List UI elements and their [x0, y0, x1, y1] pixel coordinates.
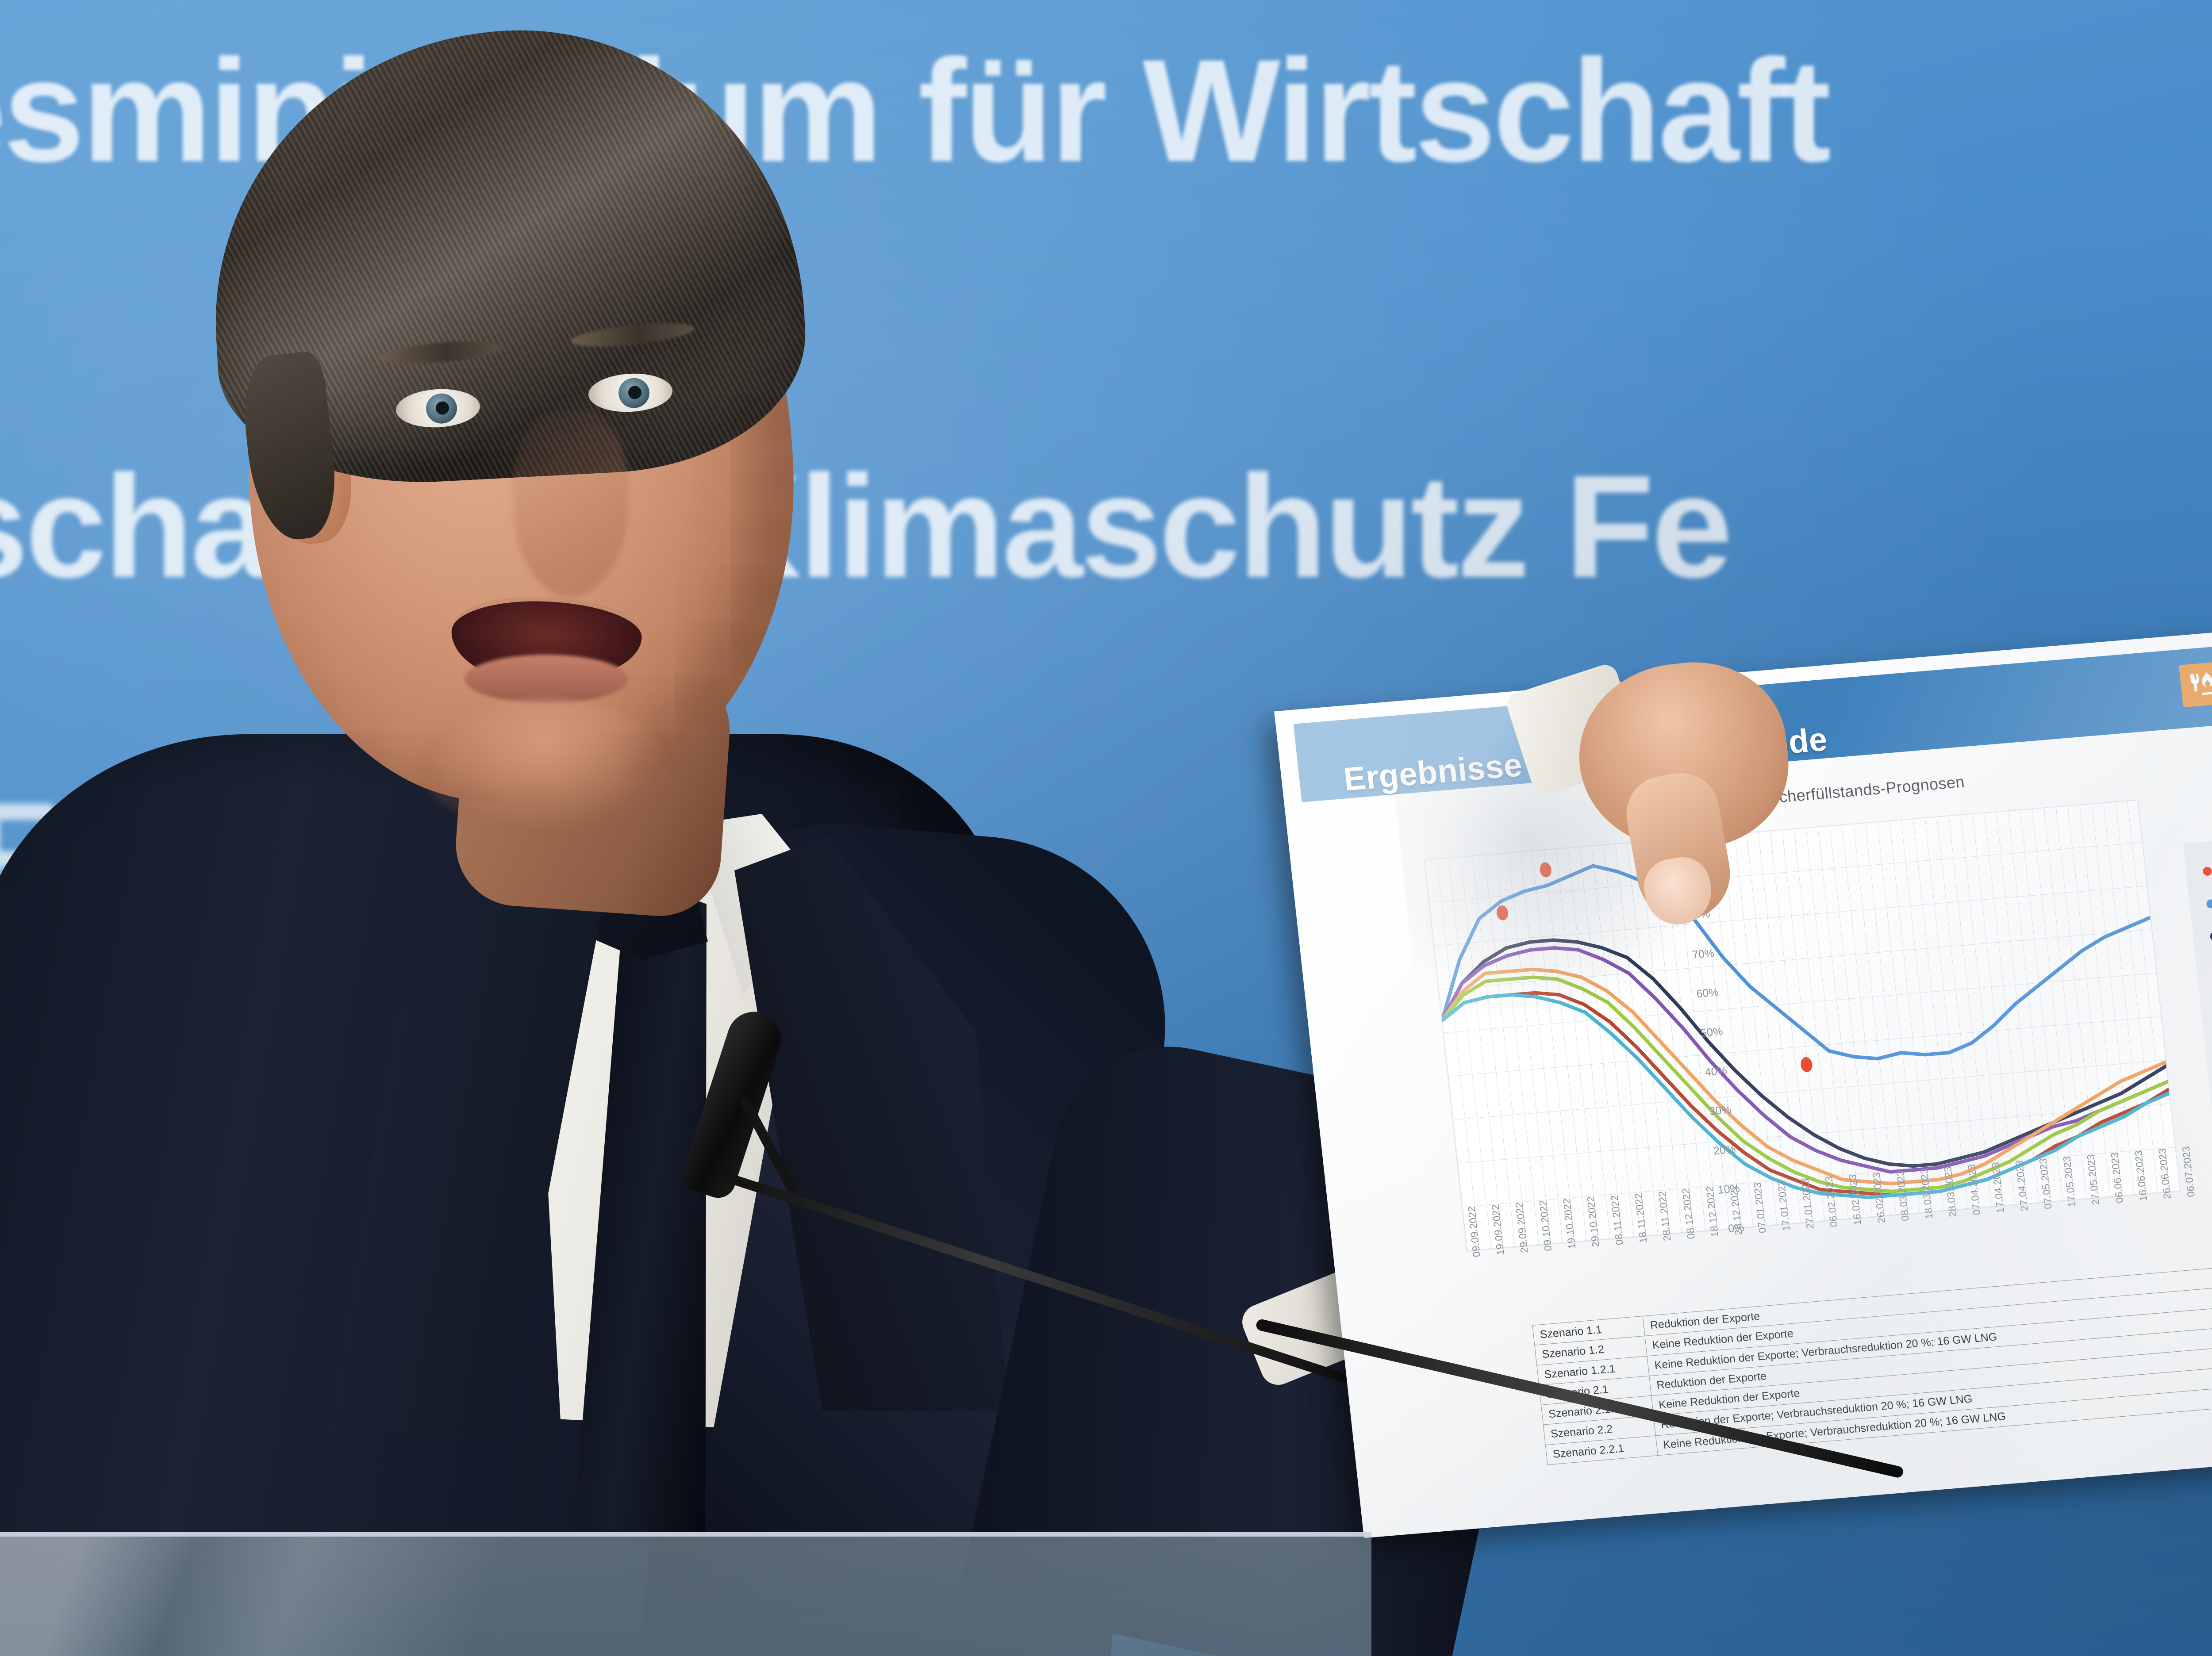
nose — [513, 411, 628, 597]
slide-icon-row — [2177, 630, 2212, 725]
x-axis-tick: 06.07.2023 — [2180, 1146, 2197, 1198]
speaker-figure — [0, 0, 1327, 1656]
chin — [420, 699, 668, 832]
glass-lectern — [0, 1532, 1371, 1656]
printed-slide[interactable]: Ergebnisse Speicherfüllstände Speicherfü… — [1274, 617, 2212, 1538]
legend-color-dot — [2206, 899, 2212, 909]
plug-flame-icon — [2178, 661, 2212, 708]
lower-lip — [465, 655, 628, 703]
legend-color-dot — [2202, 866, 2212, 876]
chart-legend: Gesetzliche ZieleSzenario 1.1Szenario 2.… — [2183, 828, 2212, 1132]
scenario-table: Szenario 1.1 Reduktion der Exporte Szenari… — [1532, 1264, 2212, 1465]
legend-color-dot — [2209, 932, 2212, 941]
legend-item: Gesetzliche Ziele — [2185, 842, 2212, 889]
